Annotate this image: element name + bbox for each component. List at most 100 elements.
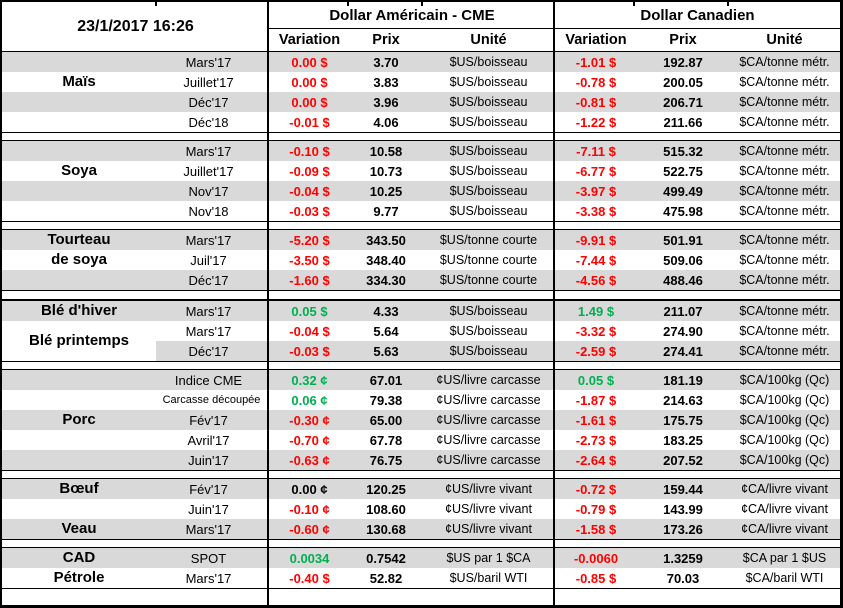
section-separator [2,540,840,548]
us-price-cell: 79.38 [369,392,403,408]
ca-variation-cell: -0.79 $ [575,501,617,517]
contract-cell: Juillet'17 [183,163,234,179]
group-divider-line [553,2,555,605]
top-tick-mark [633,2,635,6]
top-tick-mark [155,2,157,6]
ca-unit-cell: $CA/100kg (Qc) [739,433,830,447]
us-unit-cell: $US/boisseau [449,184,528,198]
ca-variation-cell: -1.01 $ [575,54,617,70]
us-variation-cell: 0.32 ¢ [291,372,328,388]
category-label: de soya [51,250,107,268]
contract-cell: Fév'17 [189,481,228,497]
category-cell [2,499,156,519]
us-unit-cell: ¢US/livre vivant [445,522,532,536]
us-price-cell: 4.33 [373,303,399,319]
commodity-section: SPOT 0.0034 0.7542 $US par 1 $CA -0.0060 1.32… [2,548,840,589]
ca-price-cell: 143.99 [663,501,703,517]
table-row: SPOT 0.0034 0.7542 $US par 1 $CA -0.0060 1.32… [2,548,840,568]
us-price-cell: 0.7542 [366,550,406,566]
table-row: Mars'17 -0.04 $ 5.64 $US/boisseau -3.32 $ 274… [2,321,840,341]
ca-price-cell: 488.46 [663,272,703,288]
category-cell [2,430,156,450]
ca-variation-cell: -1.61 $ [575,412,617,428]
us-price-cell: 10.73 [369,163,403,179]
commodity-section: Indice CME 0.32 ¢ 67.01 ¢US/livre carcasse 0… [2,370,840,471]
section-separator [2,133,840,141]
ca-unit-cell: $CA/tonne métr. [739,253,830,267]
contract-cell: Nov'18 [188,203,229,219]
header-group-row: Dollar Américain - CME Dollar Canadien [2,2,840,29]
cad-group-title: Dollar Canadien [555,2,840,29]
ca-variation-cell: -1.87 $ [575,392,617,408]
top-tick-mark [421,2,423,6]
us-unit-cell: $US/boisseau [449,204,528,218]
category-cell [2,141,156,161]
ca-variation-cell: -1.22 $ [575,114,617,130]
ca-unit-cell: $CA/tonne métr. [739,273,830,287]
category-label: Soya [61,161,97,179]
contract-cell: Déc'17 [188,343,229,359]
us-unit-cell: ¢US/livre carcasse [436,413,541,427]
contract-cell: Fév'17 [189,412,228,428]
ca-variation-cell: -2.59 $ [575,343,617,359]
us-variation-cell: -0.03 $ [289,203,330,219]
section-separator [2,471,840,479]
category-label: Porc [62,410,96,428]
table-row: Juillet'17 -0.09 $ 10.73 $US/boisseau -6.77 … [2,161,840,181]
ca-variation-cell: -3.32 $ [575,323,617,339]
ca-price-cell: 192.87 [663,54,703,70]
contract-cell: Juil'17 [190,252,227,268]
ca-price-cell: 499.49 [663,183,703,199]
ca-unit-cell: ¢CA/livre vivant [741,482,828,496]
header-columns-row: Variation Prix Unité Variation Prix Unit… [2,29,840,52]
ca-price-cell: 211.07 [663,303,703,319]
ca-unit-cell: ¢CA/livre vivant [741,502,828,516]
us-unit-cell: ¢US/livre carcasse [436,393,541,407]
row-shading [156,341,840,361]
category-cell [2,112,156,132]
us-price-cell: 67.78 [369,432,403,448]
ca-variation-cell: -0.0060 [573,550,619,566]
ca-variation-cell: -2.73 $ [575,432,617,448]
us-variation-cell: -0.70 ¢ [289,432,330,448]
timestamp-label: 23/1/2017 16:26 [77,18,194,35]
table-row: Mars'17 -0.60 ¢ 130.68 ¢US/livre vivant -1.5… [2,519,840,539]
category-cell [2,92,156,112]
us-unit-cell: $US/boisseau [449,344,528,358]
us-price-cell: 67.01 [369,372,403,388]
commodity-section: Mars'17 -0.10 $ 10.58 $US/boisseau -7.11 $ 51… [2,141,840,222]
category-cell [2,201,156,221]
table-row: Mars'17 -5.20 $ 343.50 $US/tonne courte -9.9… [2,230,840,250]
us-unit-cell: ¢US/livre carcasse [436,373,541,387]
us-variation-cell: -0.30 ¢ [289,412,330,428]
us-unit-cell: ¢US/livre carcasse [436,433,541,447]
category-label: Pétrole [53,568,105,586]
ca-price-cell: 274.90 [663,323,703,339]
us-variation-cell: -0.04 $ [289,323,330,339]
category-label: Tourteau [47,230,111,248]
us-variation-cell: 0.05 $ [291,303,328,319]
ca-variation-cell: -7.44 $ [575,252,617,268]
us-unit-cell: $US/boisseau [449,144,528,158]
contract-cell: Juin'17 [188,501,229,517]
us-variation-cell: 0.00 $ [291,74,328,90]
us-price-cell: 76.75 [369,452,403,468]
contract-cell: Mars'17 [185,232,232,248]
us-price-cell: 343.50 [366,232,406,248]
commodity-section: Mars'17 -5.20 $ 343.50 $US/tonne courte -9.9… [2,230,840,291]
usd-prix-header: Prix [372,32,400,48]
table-row: Juillet'17 0.00 $ 3.83 $US/boisseau -0.78 $ 2… [2,72,840,92]
contract-cell: SPOT [190,550,227,566]
us-price-cell: 9.77 [373,203,399,219]
ca-price-cell: 274.41 [663,343,703,359]
table-row: Carcasse découpée 0.06 ¢ 79.38 ¢US/livre ca… [2,390,840,410]
us-price-cell: 5.63 [373,343,399,359]
ca-price-cell: 206.71 [663,94,703,110]
us-variation-cell: -0.03 $ [289,343,330,359]
contract-cell: Mars'17 [185,54,232,70]
ca-price-cell: 173.26 [663,521,703,537]
us-variation-cell: -0.10 $ [289,143,330,159]
ca-price-cell: 70.03 [666,570,700,586]
table-row: Mars'17 -0.40 $ 52.82 $US/baril WTI -0.85 $ 7… [2,568,840,588]
